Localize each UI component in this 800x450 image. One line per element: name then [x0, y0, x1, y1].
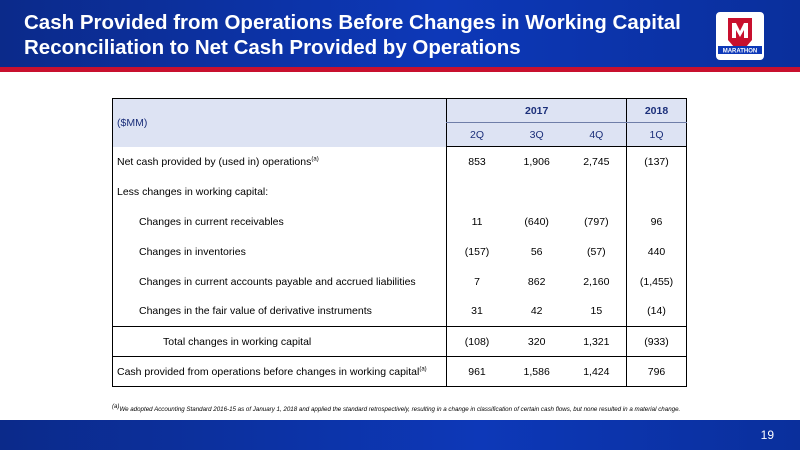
year-header-2018: 2018 [626, 98, 687, 123]
cell-value: (933) [626, 326, 687, 357]
cell-value: 862 [527, 275, 546, 288]
footnote-marker: (a) [112, 404, 120, 410]
cell-value: (137) [626, 146, 687, 177]
row-label: Less changes in working capital: [111, 176, 447, 207]
cell-value: (108) [446, 326, 507, 357]
cell-value: 440 [626, 236, 687, 267]
quarter-header: 3Q [506, 122, 567, 147]
cell-value: 7 [446, 266, 507, 297]
row-label: Changes in inventories [111, 236, 447, 267]
cell-value: 796 [626, 356, 687, 387]
cell-value: 320 [506, 326, 567, 357]
cell-value: (1,455) [626, 266, 687, 297]
cell-value: 1,321 [566, 326, 627, 357]
quarter-header: 2Q [446, 122, 507, 147]
row-label: Total changes in working capital [111, 326, 447, 357]
cell-value: 15 [590, 305, 603, 318]
cell-value: 96 [626, 206, 687, 237]
quarter-header: 4Q [566, 122, 627, 147]
footer-bar: 19 [0, 420, 800, 450]
cell-value: 1,906 [523, 155, 550, 168]
cell-value [567, 177, 627, 207]
table-header-quarter-row: 2Q 3Q 4Q 1Q [113, 122, 687, 147]
header-bar: Cash Provided from Operations Before Cha… [0, 0, 800, 72]
reconciliation-table: ($MM) 2017 2018 2Q 3Q 4Q 1Q Net cash pro… [111, 98, 687, 387]
cell-value: 31 [446, 296, 507, 327]
table-row-total: Total changes in working capital (108) 3… [111, 326, 687, 357]
cell-value: (640) [524, 215, 549, 228]
table-row: Changes in current receivables 11 (640) … [111, 206, 687, 237]
row-label: Cash provided from operations before cha… [111, 356, 447, 387]
footnote: (a)We adopted Accounting Standard 2016-1… [112, 404, 752, 413]
cell-value: 2,160 [583, 275, 610, 288]
row-label: Net cash provided by (used in) operation… [111, 146, 447, 177]
cell-value: 853 [446, 146, 507, 177]
marathon-logo-icon: MARATHON [716, 12, 764, 60]
quarter-header: 1Q [626, 122, 687, 147]
row-label: Changes in current accounts payable and … [111, 266, 447, 297]
year-header-2017: 2017 [446, 98, 627, 123]
cell-value: (797) [584, 215, 609, 228]
cell-value: 42 [530, 305, 543, 318]
cell-value: (57) [586, 245, 606, 258]
unit-label: ($MM) [111, 98, 447, 147]
table-row: Changes in the fair value of derivative … [111, 296, 687, 327]
table-header-year-row: ($MM) 2017 2018 [111, 98, 687, 147]
footnote-text: We adopted Accounting Standard 2016-15 a… [119, 406, 681, 414]
table-row: Changes in current accounts payable and … [111, 266, 687, 297]
cell-value: 56 [530, 245, 543, 258]
cell-value: 1,424 [566, 356, 627, 387]
row-label: Changes in current receivables [111, 206, 447, 237]
cell-value [507, 177, 567, 207]
row-label: Changes in the fair value of derivative … [111, 296, 447, 327]
table-row-result: Cash provided from operations before cha… [111, 356, 687, 387]
table-row: Less changes in working capital: [111, 176, 687, 207]
cell-value: (14) [626, 296, 687, 327]
cell-value: 2,745 [583, 155, 610, 168]
table-row: Changes in inventories (157) 56 (57) 440 [111, 236, 687, 267]
cell-value: 961 [446, 356, 507, 387]
cell-value: (157) [446, 236, 507, 267]
page-number: 19 [760, 428, 774, 442]
page-title: Cash Provided from Operations Before Cha… [24, 11, 681, 59]
table-row: Net cash provided by (used in) operation… [111, 146, 687, 177]
cell-value: 11 [446, 206, 507, 237]
logo-text: MARATHON [723, 49, 758, 55]
cell-value [446, 176, 507, 207]
cell-value [626, 176, 687, 207]
cell-value: 1,586 [506, 356, 567, 387]
